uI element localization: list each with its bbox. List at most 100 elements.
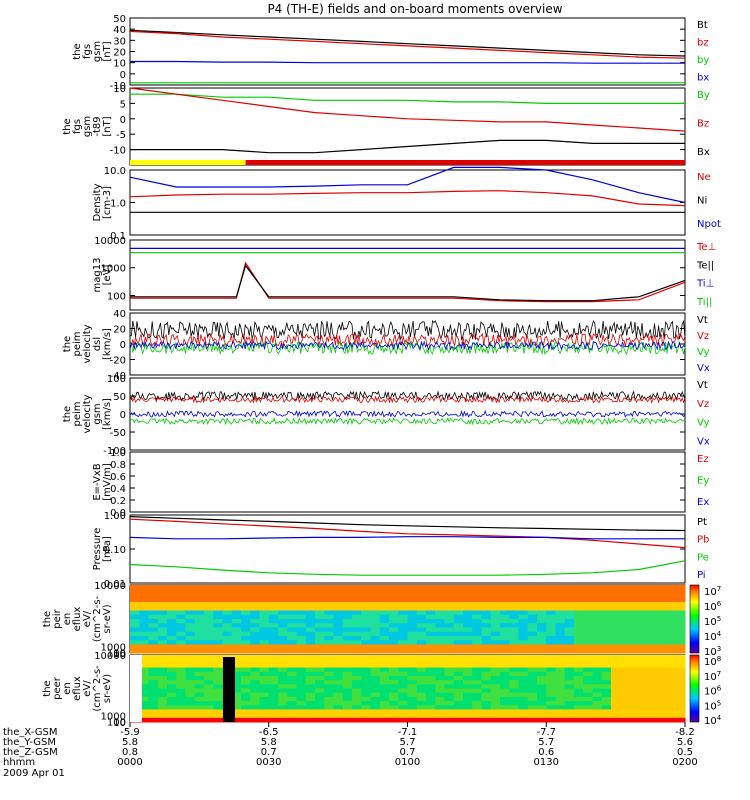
heatmap-cell [389, 713, 399, 719]
heatmap-cell [537, 688, 547, 694]
heatmap-cell [167, 614, 177, 620]
heatmap-cell [370, 659, 381, 664]
heatmap-cell [416, 602, 427, 607]
heatmap-cell [629, 614, 640, 620]
heatmap-cell [130, 640, 140, 645]
heatmap-cell [574, 680, 584, 685]
heatmap-cell [370, 636, 381, 641]
heatmap-cell [157, 692, 168, 698]
heatmap-cell [296, 614, 307, 620]
heatmap-cell [657, 636, 667, 641]
heatmap-cell [472, 705, 482, 710]
heatmap-cell [638, 623, 649, 628]
heatmap-cell [167, 585, 177, 590]
heatmap-cell [204, 701, 214, 706]
heatmap-cell [315, 680, 325, 685]
heatmap-cell [278, 623, 288, 628]
heatmap-cell [352, 663, 362, 669]
heatmap-cell [481, 717, 492, 723]
heatmap-cell [315, 696, 325, 702]
heatmap-cell [352, 644, 362, 650]
y-tick-label: -50 [110, 428, 126, 439]
heatmap-cell [379, 675, 390, 681]
heatmap-cell [675, 619, 686, 624]
heatmap-cell [555, 631, 566, 637]
heatmap-cell [638, 640, 649, 645]
heatmap-cell [148, 619, 159, 624]
heatmap-cell [583, 644, 593, 650]
heatmap-cell [222, 606, 233, 611]
heatmap-cell [481, 667, 492, 673]
heatmap-cell [629, 623, 640, 628]
heatmap-cell [527, 705, 538, 710]
heatmap-cell [416, 671, 427, 677]
y-axis-label: gsm [92, 403, 103, 424]
heatmap-cell [453, 701, 464, 706]
heatmap-cell [231, 619, 242, 624]
heatmap-cell [204, 705, 214, 710]
heatmap-cell [426, 614, 436, 620]
heatmap-cell [518, 644, 529, 650]
heatmap-cell [250, 606, 260, 611]
heatmap-cell [583, 627, 593, 633]
heatmap-cell [231, 709, 242, 715]
heatmap-cell [537, 610, 547, 616]
heatmap-cell [490, 614, 501, 620]
heatmap-cell [629, 648, 640, 654]
heatmap-cell [620, 640, 630, 645]
heatmap-cell [638, 684, 649, 689]
heatmap-cell [555, 610, 566, 616]
heatmap-cell [444, 692, 455, 698]
heatmap-cell [361, 606, 371, 611]
heatmap-cell [666, 709, 677, 715]
heatmap-cell [555, 684, 566, 689]
heatmap-cell [463, 644, 473, 650]
heatmap-cell [481, 602, 492, 607]
heatmap-cell [278, 667, 288, 673]
heatmap-cell [194, 713, 205, 719]
heatmap-cell [194, 610, 205, 616]
heatmap-cell [546, 680, 556, 685]
heatmap-cell [657, 709, 667, 715]
heatmap-cell [213, 585, 223, 590]
heatmap-cell [629, 675, 640, 681]
heatmap-cell [268, 659, 279, 664]
heatmap-cell [481, 644, 492, 650]
heatmap-cell [231, 623, 242, 628]
heatmap-cell [222, 648, 233, 654]
heatmap-cell [472, 688, 482, 694]
heatmap-cell [416, 705, 427, 710]
heatmap-cell [333, 610, 344, 616]
heatmap-cell [463, 585, 473, 590]
heatmap-cell [426, 610, 436, 616]
heatmap-cell [481, 701, 492, 706]
heatmap-cell [666, 684, 677, 689]
heatmap-cell [352, 655, 362, 660]
heatmap-cell [546, 659, 556, 664]
heatmap-cell [546, 667, 556, 673]
heatmap-cell [564, 659, 575, 664]
heatmap-cell [370, 606, 381, 611]
y-tick-label: 100 [107, 291, 126, 302]
heatmap-cell [148, 705, 159, 710]
heatmap-cell [268, 705, 279, 710]
heatmap-cell [490, 585, 501, 590]
heatmap-cell [342, 713, 353, 719]
heatmap-cell [509, 623, 519, 628]
heatmap-cell [148, 671, 159, 677]
heatmap-cell [315, 623, 325, 628]
heatmap-cell [407, 593, 418, 599]
heatmap-cell [139, 597, 149, 603]
legend-entry-Vx: Vx [697, 437, 710, 448]
heatmap-cell [675, 589, 686, 594]
heatmap-cell [176, 631, 186, 637]
heatmap-cell [444, 684, 455, 689]
heatmap-cell [666, 688, 677, 694]
plot-frame [129, 169, 686, 236]
heatmap-cell [287, 696, 297, 702]
heatmap-cell [342, 597, 353, 603]
heatmap-cell [527, 614, 538, 620]
heatmap-cell [537, 640, 547, 645]
heatmap-cell [185, 671, 196, 677]
